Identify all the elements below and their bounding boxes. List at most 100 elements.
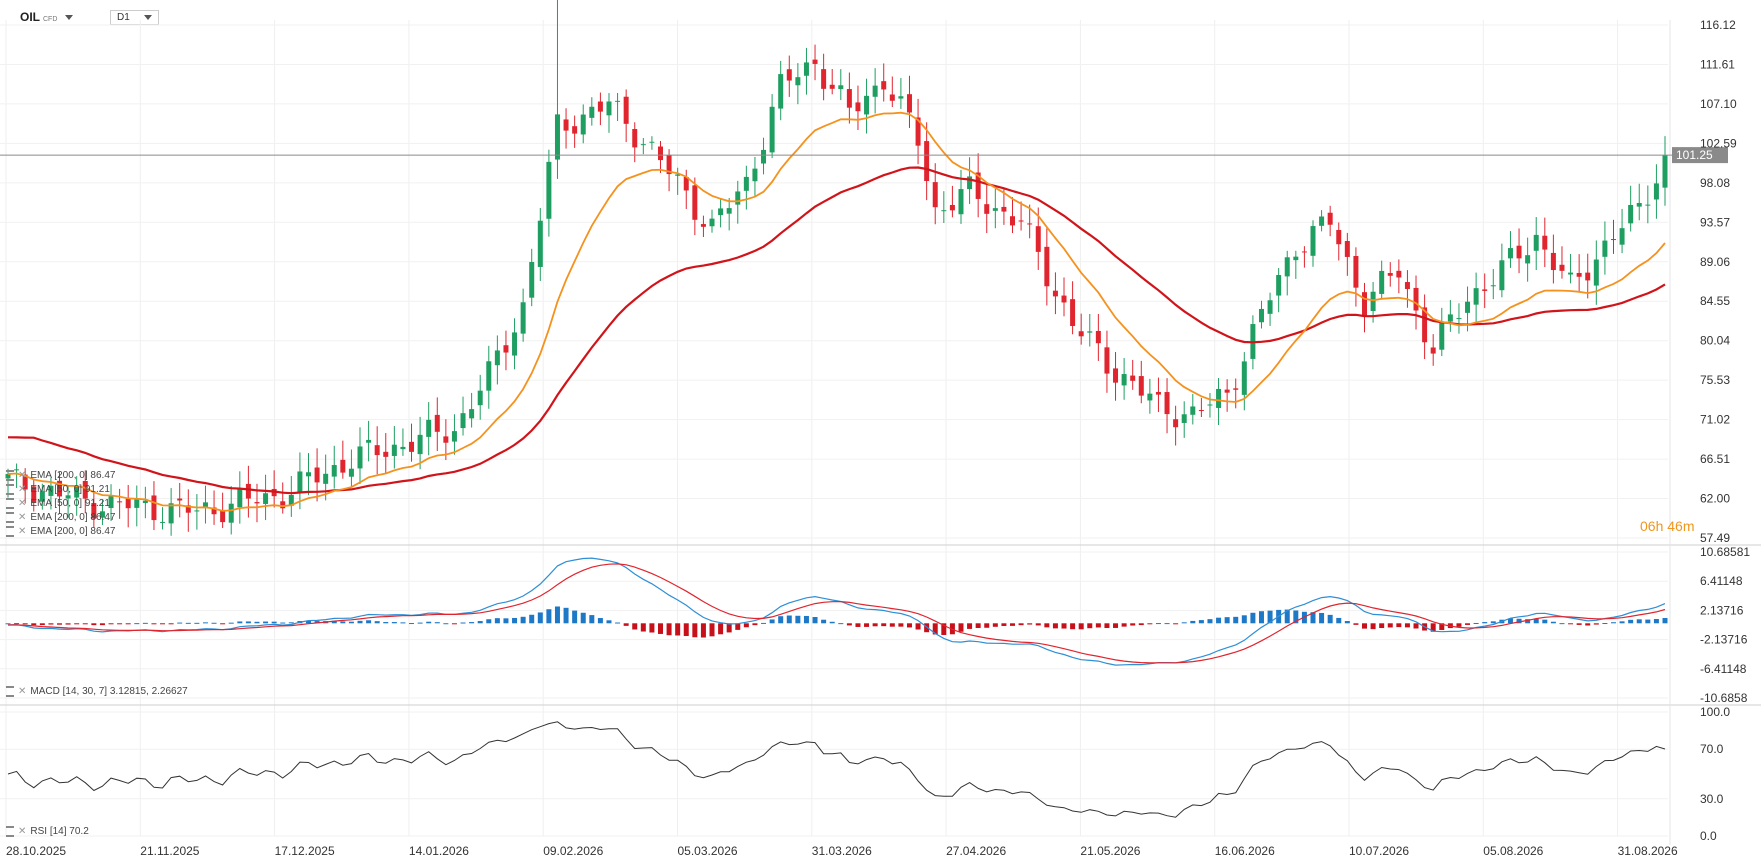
macd-hist-bar bbox=[503, 618, 509, 624]
candle bbox=[1396, 259, 1402, 294]
candle-body bbox=[1619, 228, 1625, 245]
candle-body bbox=[366, 439, 372, 443]
candle-body bbox=[434, 414, 440, 432]
candle bbox=[1439, 307, 1445, 357]
close-icon: ✕ bbox=[18, 526, 27, 538]
candle bbox=[735, 180, 741, 224]
macd-hist-bar bbox=[1619, 621, 1625, 624]
candle-body bbox=[1344, 241, 1350, 257]
candle-body bbox=[941, 210, 947, 212]
candle bbox=[1490, 268, 1496, 300]
candle bbox=[949, 185, 955, 218]
macd-hist-bar bbox=[134, 623, 140, 625]
candle-body bbox=[615, 100, 621, 102]
candle bbox=[572, 115, 578, 148]
macd-hist-bar bbox=[932, 623, 938, 635]
candle bbox=[1027, 204, 1033, 239]
price-tick-label: 75.53 bbox=[1700, 373, 1730, 387]
candle-body bbox=[1507, 248, 1513, 259]
macd-hist-bar bbox=[108, 623, 114, 625]
candle-body bbox=[1447, 314, 1453, 322]
candle bbox=[529, 248, 535, 307]
legend-ema-2[interactable]: ✕ EMA [50, 0] 91.21 bbox=[6, 484, 110, 495]
candle bbox=[443, 419, 449, 461]
candle bbox=[1138, 360, 1144, 404]
date-tick-label: 09.02.2026 bbox=[543, 844, 603, 858]
legend-ema-5[interactable]: ✕ EMA [200, 0] 86.47 bbox=[6, 526, 115, 537]
candle bbox=[1662, 136, 1668, 206]
macd-hist-bar bbox=[898, 623, 904, 627]
macd-hist-bar bbox=[692, 623, 698, 638]
candle bbox=[331, 445, 337, 489]
macd-hist-bar bbox=[1010, 623, 1016, 626]
macd-hist-bar bbox=[1516, 618, 1522, 624]
macd-hist-bar bbox=[984, 623, 990, 628]
current-price-badge bbox=[1672, 147, 1728, 164]
macd-histogram bbox=[5, 606, 1668, 638]
candle bbox=[718, 198, 724, 228]
candle bbox=[606, 93, 612, 133]
macd-hist-bar bbox=[649, 623, 655, 633]
symbol-selector[interactable]: OIL CFD bbox=[20, 10, 74, 24]
legend-ema-1[interactable]: ✕ EMA [200, 0] 86.47 bbox=[6, 470, 115, 481]
date-tick-label: 17.12.2025 bbox=[275, 844, 335, 858]
candle-body bbox=[537, 220, 543, 267]
legend-macd[interactable]: ✕ MACD [14, 30, 7] 3.12815, 2.26627 bbox=[6, 686, 188, 697]
candle-body bbox=[194, 510, 200, 512]
settings-icon bbox=[6, 526, 14, 537]
candle bbox=[314, 448, 320, 502]
macd-hist-bar bbox=[975, 623, 981, 628]
macd-hist-bar bbox=[1439, 623, 1445, 630]
macd-hist-bar bbox=[1379, 623, 1385, 629]
candle-body bbox=[640, 144, 646, 146]
candle-body bbox=[391, 444, 397, 456]
rsi-line bbox=[7, 721, 1666, 818]
timeframe-dropdown[interactable]: D1 bbox=[110, 10, 159, 25]
candle-body bbox=[1155, 391, 1161, 395]
macd-hist-bar bbox=[958, 623, 964, 632]
macd-tick-label: 6.41148 bbox=[1700, 574, 1743, 588]
macd-hist-bar bbox=[632, 623, 638, 630]
legend-rsi[interactable]: ✕ RSI [14] 70.2 bbox=[6, 826, 89, 837]
candle bbox=[177, 482, 183, 518]
candle bbox=[1559, 246, 1565, 279]
candle-body bbox=[975, 172, 981, 199]
instrument-type: CFD bbox=[43, 16, 58, 23]
candle-body bbox=[761, 149, 767, 164]
candle bbox=[134, 485, 140, 527]
macd-hist-bar bbox=[1490, 621, 1496, 624]
macd-hist-bar bbox=[563, 607, 569, 624]
macd-hist-bar bbox=[812, 616, 818, 624]
candle bbox=[589, 97, 595, 126]
candle bbox=[469, 392, 475, 428]
candle-body bbox=[1473, 288, 1479, 305]
macd-hist-bar bbox=[314, 621, 320, 624]
macd-hist-bar bbox=[1138, 623, 1144, 626]
candle bbox=[967, 157, 973, 205]
macd-tick-label: -2.13716 bbox=[1700, 633, 1748, 647]
legend-ema-4[interactable]: ✕ EMA [200, 0] 86.47 bbox=[6, 512, 115, 523]
macd-hist-bar bbox=[1507, 618, 1513, 624]
candle bbox=[1593, 240, 1599, 305]
candle-body bbox=[1387, 273, 1393, 276]
candle-body bbox=[786, 69, 792, 81]
candle bbox=[1387, 262, 1393, 287]
candle-body bbox=[1010, 216, 1016, 226]
candle bbox=[57, 472, 63, 515]
candle-body bbox=[99, 511, 105, 518]
macd-hist-bar bbox=[1645, 619, 1651, 624]
candle-body bbox=[1241, 361, 1247, 395]
candle-body bbox=[1027, 223, 1033, 225]
candle-body bbox=[984, 204, 990, 214]
legend-ema-3[interactable]: ✕ EMA [50, 0] 91.21 bbox=[6, 498, 110, 509]
candle bbox=[657, 140, 663, 173]
macd-hist-bar bbox=[846, 623, 852, 626]
candle bbox=[305, 453, 311, 496]
candle-body bbox=[151, 495, 157, 521]
candle bbox=[108, 484, 114, 522]
candle bbox=[1379, 260, 1385, 300]
candle bbox=[1078, 313, 1084, 345]
candle-body bbox=[752, 168, 758, 182]
candle bbox=[1216, 378, 1222, 426]
